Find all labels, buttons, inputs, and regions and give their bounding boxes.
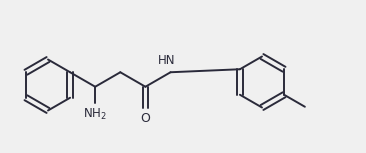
Text: HN: HN (158, 54, 175, 67)
Text: NH$_2$: NH$_2$ (83, 107, 107, 122)
Text: O: O (141, 112, 150, 125)
